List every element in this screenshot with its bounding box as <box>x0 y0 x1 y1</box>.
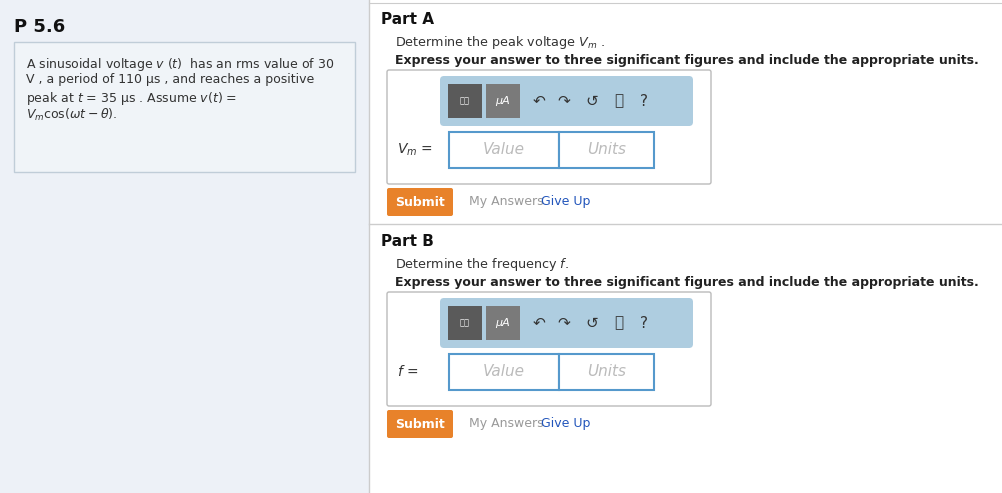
FancyBboxPatch shape <box>387 410 453 438</box>
FancyBboxPatch shape <box>440 298 692 348</box>
FancyBboxPatch shape <box>486 306 519 340</box>
Text: $V_m\cos(\omega t - \theta)$.: $V_m\cos(\omega t - \theta)$. <box>26 107 117 123</box>
FancyBboxPatch shape <box>558 132 653 168</box>
Text: ⬜⬛: ⬜⬛ <box>460 318 470 327</box>
Text: P 5.6: P 5.6 <box>14 18 65 36</box>
Text: ⬜⬛: ⬜⬛ <box>460 97 470 106</box>
Text: $f$ =: $f$ = <box>397 364 418 380</box>
FancyBboxPatch shape <box>448 306 482 340</box>
Text: Units: Units <box>586 364 625 380</box>
Text: Express your answer to three significant figures and include the appropriate uni: Express your answer to three significant… <box>395 54 978 67</box>
Text: ↷: ↷ <box>557 316 570 330</box>
FancyBboxPatch shape <box>440 76 692 126</box>
FancyBboxPatch shape <box>387 70 710 184</box>
Text: Submit: Submit <box>395 196 445 209</box>
Text: Part B: Part B <box>381 234 434 249</box>
Text: $V_m$ =: $V_m$ = <box>397 142 433 158</box>
FancyBboxPatch shape <box>387 292 710 406</box>
Text: My Answers: My Answers <box>469 418 543 430</box>
Text: peak at $t$ = 35 μs . Assume $v(t)$ =: peak at $t$ = 35 μs . Assume $v(t)$ = <box>26 90 237 107</box>
Text: Part A: Part A <box>381 12 434 27</box>
Text: ↶: ↶ <box>532 316 545 330</box>
Text: Give Up: Give Up <box>540 418 590 430</box>
FancyBboxPatch shape <box>14 42 355 172</box>
Text: Units: Units <box>586 142 625 157</box>
Text: My Answers: My Answers <box>469 196 543 209</box>
FancyBboxPatch shape <box>449 132 558 168</box>
Text: ⎙: ⎙ <box>614 316 623 330</box>
Text: ↺: ↺ <box>585 94 598 108</box>
Text: V , a period of 110 μs , and reaches a positive: V , a period of 110 μs , and reaches a p… <box>26 73 314 86</box>
FancyBboxPatch shape <box>449 354 558 390</box>
Text: μA: μA <box>495 318 510 328</box>
FancyBboxPatch shape <box>486 84 519 118</box>
Text: Submit: Submit <box>395 418 445 430</box>
FancyBboxPatch shape <box>387 188 453 216</box>
Text: ↺: ↺ <box>585 316 598 330</box>
Text: Give Up: Give Up <box>540 196 590 209</box>
Text: ?: ? <box>639 316 647 330</box>
Text: Determine the peak voltage $V_m$ .: Determine the peak voltage $V_m$ . <box>395 34 604 51</box>
Bar <box>0 0 369 493</box>
Text: Determine the frequency $f$.: Determine the frequency $f$. <box>395 256 568 273</box>
Text: ↷: ↷ <box>557 94 570 108</box>
Text: ↶: ↶ <box>532 94 545 108</box>
Text: A sinusoidal voltage $v$ $(t)$  has an rms value of 30: A sinusoidal voltage $v$ $(t)$ has an rm… <box>26 56 334 73</box>
Text: Value: Value <box>483 142 524 157</box>
Text: μA: μA <box>495 96 510 106</box>
FancyBboxPatch shape <box>558 354 653 390</box>
FancyBboxPatch shape <box>448 84 482 118</box>
Text: Value: Value <box>483 364 524 380</box>
Text: ?: ? <box>639 94 647 108</box>
Text: ⎙: ⎙ <box>614 94 623 108</box>
Text: Express your answer to three significant figures and include the appropriate uni: Express your answer to three significant… <box>395 276 978 289</box>
